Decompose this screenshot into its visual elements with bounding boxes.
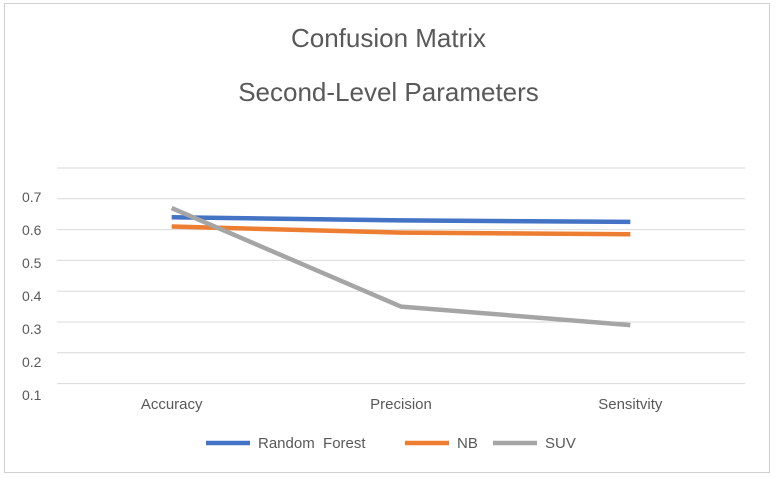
x-category-label: Sensitvity (598, 396, 663, 413)
series-line-suv (170, 205, 631, 328)
x-category-label: Precision (370, 396, 432, 413)
chart-subtitle: Second-Level Parameters (238, 77, 539, 107)
y-tick-label: 0.2 (22, 354, 42, 370)
chart-frame (4, 3, 770, 473)
legend-label: Random Forest (258, 435, 366, 452)
x-category-label: Accuracy (141, 396, 203, 413)
legend: Random Forest NB SUV (206, 435, 576, 452)
y-tick-label: 0.5 (22, 255, 42, 271)
y-tick-label: 0.3 (22, 321, 42, 337)
gridlines (57, 167, 745, 385)
series-line-random-forest (171, 215, 631, 225)
y-tick-label: 0.1 (22, 387, 42, 403)
y-tick-label: 0.6 (22, 222, 42, 238)
y-tick-label: 0.4 (22, 288, 42, 304)
legend-label: SUV (545, 435, 576, 452)
y-tick-label: 0.7 (22, 189, 42, 205)
legend-label: NB (457, 435, 478, 452)
series-lines (170, 205, 631, 328)
series-line-nb (171, 224, 631, 237)
y-axis-ticks: 0.1 0.2 0.3 0.4 0.5 0.6 0.7 (22, 189, 42, 403)
x-axis-labels: Accuracy Precision Sensitvity (141, 396, 663, 413)
chart-title: Confusion Matrix (290, 23, 487, 53)
